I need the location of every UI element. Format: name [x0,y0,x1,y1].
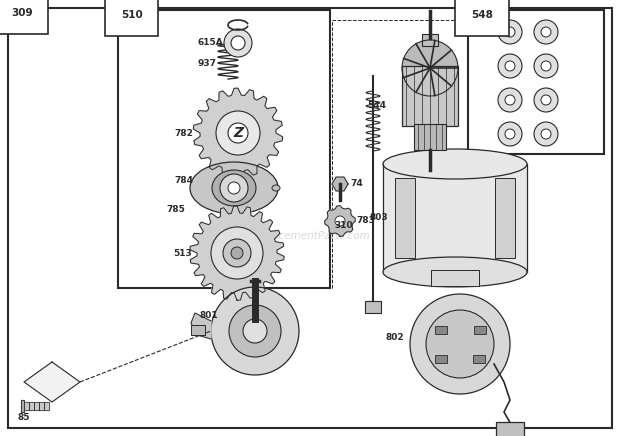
Text: 85: 85 [18,413,30,422]
Text: 802: 802 [386,334,404,343]
Circle shape [498,20,522,44]
Circle shape [243,319,267,343]
Bar [191,325,205,335]
Text: 74: 74 [350,180,363,188]
Bar [495,178,515,258]
Text: 783: 783 [356,217,375,225]
Circle shape [534,20,558,44]
Circle shape [534,122,558,146]
Circle shape [498,54,522,78]
Bar [422,34,438,46]
Ellipse shape [190,162,278,214]
Circle shape [505,27,515,37]
Ellipse shape [212,170,256,206]
Text: 310: 310 [334,221,353,231]
Bar [395,178,415,258]
Circle shape [228,123,248,143]
Circle shape [426,310,494,378]
Polygon shape [431,270,479,286]
Bar [472,355,485,363]
Circle shape [211,287,299,375]
Circle shape [229,305,281,357]
Bar [414,124,446,150]
Polygon shape [383,164,527,272]
Bar [468,10,604,154]
Circle shape [220,174,248,202]
Circle shape [534,54,558,78]
Text: 784: 784 [174,177,193,185]
Ellipse shape [272,185,280,191]
Ellipse shape [383,149,527,179]
Circle shape [231,247,243,259]
Polygon shape [39,402,44,410]
Circle shape [216,111,260,155]
Circle shape [410,294,510,394]
Polygon shape [332,177,348,191]
Circle shape [541,61,551,71]
Circle shape [402,40,458,96]
Text: 801: 801 [200,311,218,320]
Circle shape [223,239,251,267]
Text: ReplacementParts.com: ReplacementParts.com [250,231,370,241]
Polygon shape [34,402,39,410]
Bar [402,66,458,126]
Text: 803: 803 [370,214,388,222]
Polygon shape [325,206,355,236]
Text: 548: 548 [471,10,493,20]
Circle shape [541,27,551,37]
Bar [474,327,486,334]
Text: 937: 937 [198,59,217,68]
Polygon shape [190,206,284,300]
Text: Z: Z [233,126,243,140]
Polygon shape [21,400,24,412]
Circle shape [505,61,515,71]
Text: 615A: 615A [198,38,224,48]
Text: 513: 513 [173,249,192,258]
Polygon shape [24,362,80,402]
Circle shape [335,216,345,226]
Polygon shape [24,402,29,410]
Circle shape [541,129,551,139]
Bar [118,10,330,288]
Text: 309: 309 [11,8,33,18]
Polygon shape [193,88,283,178]
Circle shape [498,88,522,112]
Polygon shape [191,313,211,339]
Circle shape [224,29,252,57]
Text: 510: 510 [121,10,143,20]
Circle shape [498,122,522,146]
Circle shape [534,88,558,112]
Ellipse shape [383,257,527,287]
Circle shape [211,227,263,279]
Circle shape [505,129,515,139]
Polygon shape [29,402,34,410]
Bar [365,301,381,313]
Circle shape [228,182,240,194]
Text: 544: 544 [367,102,386,110]
Bar [496,422,524,436]
Circle shape [541,95,551,105]
Circle shape [505,95,515,105]
Text: 785: 785 [166,205,185,215]
Bar [435,326,447,334]
Circle shape [231,36,245,50]
Text: 782: 782 [174,129,193,137]
Bar [435,354,447,363]
Polygon shape [44,402,49,410]
